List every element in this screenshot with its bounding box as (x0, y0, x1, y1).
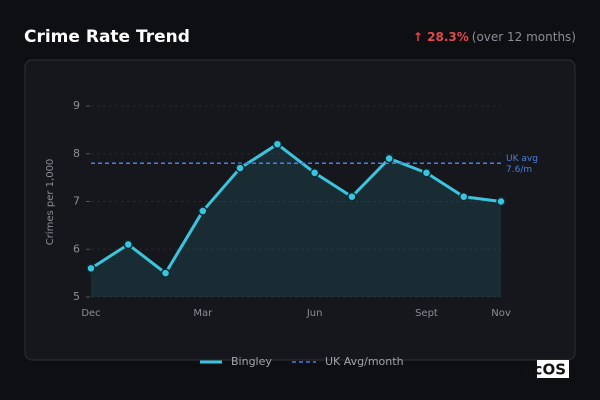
legend: Bingley UK Avg/month (200, 355, 404, 368)
x-tick-label: Jun (306, 308, 323, 319)
point (272, 139, 283, 149)
title: Crime Rate Trend (24, 27, 190, 47)
point (160, 268, 171, 278)
logo: scOS (525, 361, 566, 379)
point (86, 263, 96, 274)
point (421, 168, 432, 178)
point (198, 206, 208, 216)
change-note: (over 12 months) (472, 30, 576, 44)
area (91, 144, 501, 297)
y-tick-label: 8 (73, 147, 80, 160)
x-tick-label: Nov (491, 308, 511, 319)
x-tick-label: Mar (193, 308, 213, 319)
change: ↑ 28.3% (over 12 months) (413, 30, 576, 44)
x-tick-label: Dec (81, 308, 100, 319)
point (384, 153, 394, 164)
x-tick-label: Sept (415, 308, 438, 319)
change-value: ↑ 28.3% (413, 30, 469, 44)
chart-panel (24, 59, 576, 361)
y-tick-label: 9 (73, 99, 80, 112)
point (458, 191, 469, 202)
point (235, 163, 245, 173)
y-tick-label: 7 (73, 195, 80, 208)
point (309, 168, 320, 178)
point (496, 196, 506, 207)
legend-label: UK Avg/month (325, 355, 404, 368)
point (347, 191, 357, 202)
reference-label: UK avg (506, 154, 538, 164)
point (123, 239, 134, 250)
reference-label: 7.6/m (506, 165, 532, 175)
y-tick-label: 6 (73, 242, 80, 255)
y-axis-label: Crimes per 1,000 (45, 159, 56, 246)
line (90, 142, 502, 275)
logo-box (537, 360, 569, 378)
legend-label: Bingley (231, 355, 272, 368)
y-tick-label: 5 (73, 290, 80, 303)
